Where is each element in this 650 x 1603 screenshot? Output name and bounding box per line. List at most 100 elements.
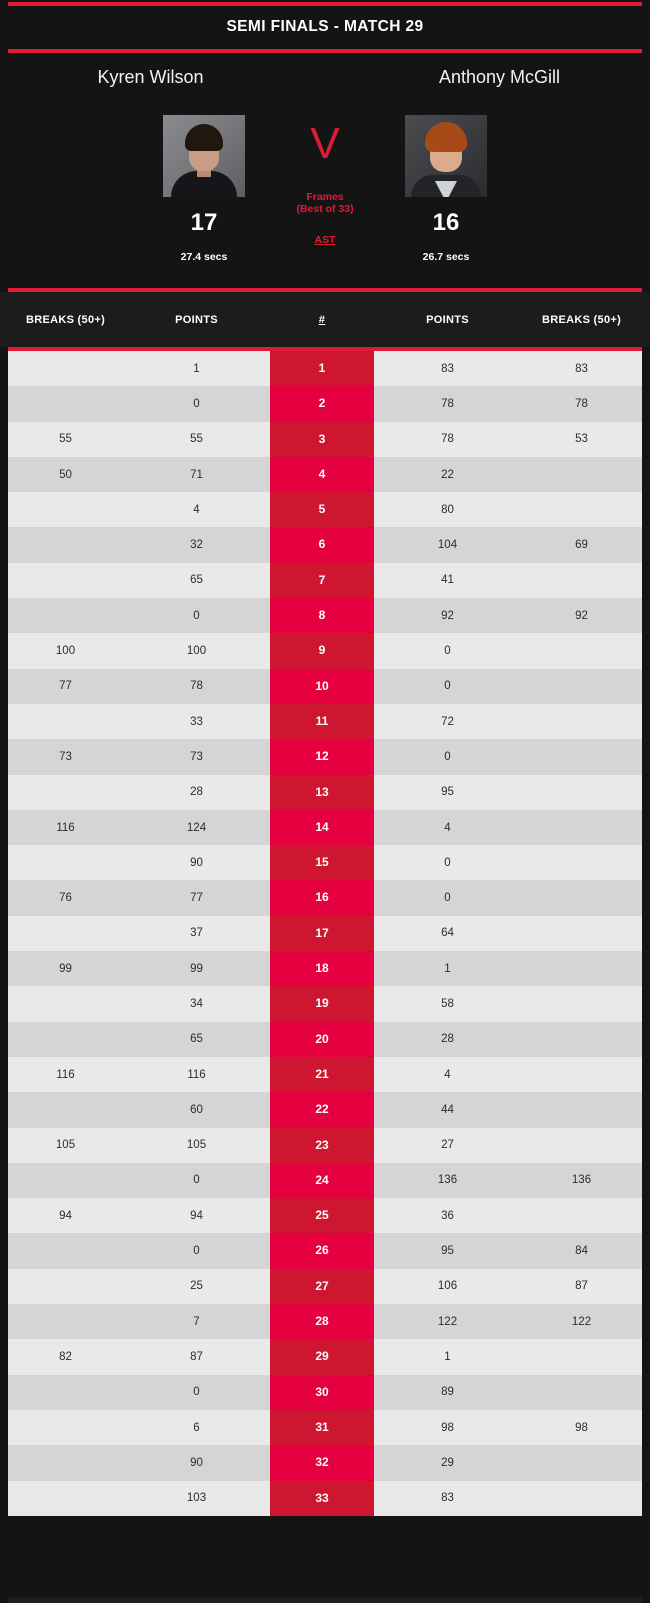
left-points-cell: 65 — [190, 1033, 203, 1046]
left-points-cell: 87 — [190, 1350, 203, 1363]
left-break-cell: 50 — [59, 468, 72, 481]
left-points-cell: 0 — [193, 1245, 200, 1258]
table-row: 33 11 72 — [8, 703, 642, 740]
col-header-breaks-left: BREAKS (50+) — [25, 313, 106, 326]
right-points-cell: 95 — [441, 1245, 454, 1258]
page-title: SEMI FINALS - MATCH 29 — [226, 18, 424, 35]
table-row: 7 28 122 122 — [8, 1304, 642, 1340]
left-points-cell: 103 — [186, 1492, 207, 1505]
left-points-cell: 60 — [190, 1103, 203, 1116]
right-points-cell: 58 — [441, 997, 454, 1010]
versus-row: 17 27.4 secs V Frames (Best of 33) AST — [0, 115, 650, 263]
left-break-cell: 55 — [59, 433, 72, 446]
frame-number-cell: 24 — [270, 1162, 374, 1199]
left-points-cell: 90 — [190, 856, 203, 869]
left-points-cell: 0 — [193, 1386, 200, 1399]
right-break-cell: 78 — [575, 397, 588, 410]
table-row: 37 17 64 — [8, 915, 642, 952]
right-points-cell: 95 — [441, 786, 454, 799]
left-points-cell: 105 — [186, 1139, 207, 1152]
versus-block: V Frames (Best of 33) AST — [279, 115, 371, 246]
left-break-cell: 100 — [55, 645, 76, 658]
table-top-rule — [8, 288, 642, 292]
right-points-cell: 89 — [441, 1386, 454, 1399]
frame-number-cell: 6 — [270, 527, 374, 563]
frame-number-cell: 27 — [270, 1268, 374, 1305]
right-points-cell: 1 — [444, 962, 451, 975]
right-points-cell: 136 — [437, 1174, 458, 1187]
table-header: BREAKS (50+) POINTS # POINTS BREAKS (50+… — [0, 292, 650, 347]
left-points-cell: 6 — [193, 1421, 200, 1434]
frame-number-cell: 2 — [270, 386, 374, 422]
right-points-cell: 78 — [441, 397, 454, 410]
frame-number-cell: 17 — [270, 915, 374, 952]
frame-number-cell: 25 — [270, 1198, 374, 1234]
frame-number-cell: 4 — [270, 456, 374, 493]
left-points-cell: 7 — [193, 1315, 200, 1328]
player-right-ast: 26.7 secs — [422, 251, 470, 263]
right-break-cell: 87 — [575, 1280, 588, 1293]
col-header-frame: # — [318, 313, 326, 326]
right-points-cell: 0 — [444, 645, 451, 658]
left-points-cell: 55 — [190, 433, 203, 446]
table-row: 105 105 23 27 — [8, 1127, 642, 1163]
table-row: 65 20 28 — [8, 1021, 642, 1057]
table-row: 25 27 106 87 — [8, 1268, 642, 1305]
table-row: 6 31 98 98 — [8, 1409, 642, 1446]
left-points-cell: 0 — [193, 397, 200, 410]
right-points-cell: 83 — [441, 1492, 454, 1505]
table-row: 65 7 41 — [8, 562, 642, 599]
ast-label: AST — [314, 233, 336, 246]
right-points-cell: 44 — [441, 1103, 454, 1116]
left-points-cell: 78 — [190, 680, 203, 693]
table-row: 76 77 16 0 — [8, 880, 642, 916]
left-break-cell: 94 — [59, 1209, 72, 1222]
player-right-name: Anthony McGill — [438, 67, 561, 87]
frame-number-cell: 23 — [270, 1127, 374, 1163]
player-right-avatar — [405, 115, 487, 197]
title-bar: SEMI FINALS - MATCH 29 — [0, 6, 650, 48]
frame-number-cell: 7 — [270, 562, 374, 599]
right-points-cell: 78 — [441, 433, 454, 446]
right-points-cell: 0 — [444, 856, 451, 869]
frame-number-cell: 13 — [270, 774, 374, 810]
left-points-cell: 25 — [190, 1280, 203, 1293]
table-row: 0 30 89 — [8, 1374, 642, 1410]
right-break-cell: 136 — [571, 1174, 592, 1187]
table-row: 28 13 95 — [8, 774, 642, 810]
right-break-cell: 69 — [575, 539, 588, 552]
left-points-cell: 4 — [193, 503, 200, 516]
player-left-score: 17 — [190, 209, 218, 236]
right-points-cell: 83 — [441, 362, 454, 375]
table-row: 34 19 58 — [8, 986, 642, 1022]
frames-table: 1 1 83 83 0 2 78 78 55 55 3 78 53 50 71 4 22 4 5 80 32 6 104 69… — [8, 351, 642, 1516]
col-header-points-left: POINTS — [175, 313, 218, 326]
frames-title: Frames — [306, 190, 344, 203]
right-points-cell: 1 — [444, 1350, 451, 1363]
right-points-cell: 0 — [444, 892, 451, 905]
frame-number-cell: 5 — [270, 492, 374, 528]
table-row: 32 6 104 69 — [8, 527, 642, 563]
left-points-cell: 73 — [190, 750, 203, 763]
frame-number-cell: 26 — [270, 1233, 374, 1269]
frame-number-cell: 9 — [270, 633, 374, 669]
frames-label: Frames (Best of 33) — [296, 191, 353, 216]
frame-number-cell: 11 — [270, 703, 374, 740]
player-names-row: Kyren Wilson Anthony McGill — [0, 67, 650, 88]
left-points-cell: 77 — [190, 892, 203, 905]
player-left-block: 17 27.4 secs — [129, 115, 279, 263]
frame-number-cell: 8 — [270, 598, 374, 634]
right-points-cell: 80 — [441, 503, 454, 516]
left-points-cell: 32 — [190, 539, 203, 552]
frame-number-cell: 22 — [270, 1092, 374, 1128]
right-points-cell: 92 — [441, 609, 454, 622]
right-points-cell: 29 — [441, 1456, 454, 1469]
right-points-cell: 27 — [441, 1139, 454, 1152]
frame-number-cell: 14 — [270, 809, 374, 846]
frame-number-cell: 18 — [270, 951, 374, 987]
frame-number-cell: 19 — [270, 986, 374, 1022]
table-row: 100 100 9 0 — [8, 633, 642, 669]
col-header-points-right: POINTS — [426, 313, 469, 326]
left-points-cell: 0 — [193, 609, 200, 622]
